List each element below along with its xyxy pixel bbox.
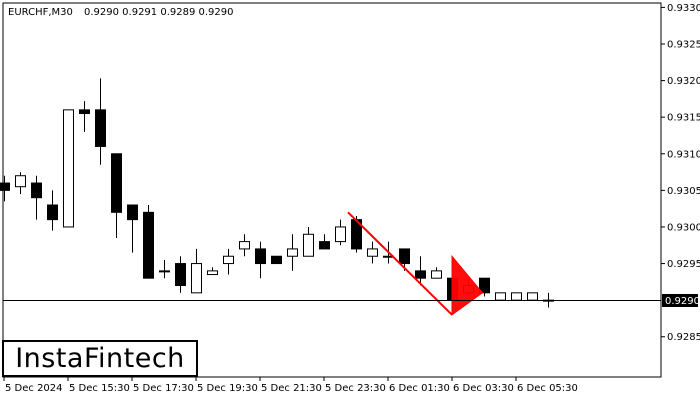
x-tick-label: 5 Dec 23:30 [325, 383, 386, 394]
candle [335, 219, 346, 246]
candle [303, 226, 314, 257]
x-tick-label: 5 Dec 2024 [5, 383, 63, 394]
current-price-label: 0.9290 [665, 296, 700, 307]
x-tick-label: 5 Dec 21:30 [261, 383, 322, 394]
candle [319, 234, 330, 250]
candle-body-bearish [79, 109, 90, 115]
candle-body-bearish [271, 255, 282, 265]
y-tick-label: 0.9305 [667, 186, 700, 197]
candle [431, 267, 442, 279]
candle-body-bearish [159, 270, 170, 273]
candle-body-bullish [303, 233, 314, 257]
candle-body-bearish [127, 204, 138, 221]
y-tick-label: 0.9330 [667, 3, 700, 14]
candle-body-bearish [479, 277, 490, 294]
candle [47, 190, 58, 231]
y-axis: 0.9330 0.9325 0.9320 0.9315 0.9310 0.9305 0.93… [661, 3, 700, 343]
candle [111, 153, 122, 238]
candle [143, 205, 154, 279]
pattern-pole-line [347, 211, 453, 316]
y-tick-label: 0.9320 [667, 76, 700, 87]
candle [207, 267, 218, 276]
candle [31, 175, 42, 220]
x-tick-label: 6 Dec 05:30 [517, 383, 578, 394]
y-tick-label: 0.9325 [667, 39, 700, 50]
x-tick-label: 6 Dec 03:30 [453, 383, 514, 394]
candle [495, 292, 506, 301]
x-tick-label: 6 Dec 01:30 [389, 383, 450, 394]
x-tick-label: 5 Dec 17:30 [133, 383, 194, 394]
candle-body-bullish [287, 248, 298, 257]
candle-body-bearish [255, 248, 266, 265]
candle-body-bearish [143, 211, 154, 279]
x-tick-label: 5 Dec 19:30 [197, 383, 258, 394]
candle-body-bullish [63, 109, 74, 228]
candle-body-bearish [95, 109, 106, 147]
candle-body-bearish [319, 241, 330, 250]
candle-body-bearish [31, 182, 42, 199]
candle [0, 175, 10, 202]
candle [15, 172, 26, 195]
candle-body-bullish [367, 248, 378, 257]
candle [271, 255, 282, 265]
candle [127, 204, 138, 253]
candle [239, 234, 250, 257]
candle [175, 256, 186, 293]
y-tick-label: 0.9310 [667, 149, 700, 160]
plot-frame [2, 2, 662, 378]
candle [479, 277, 490, 297]
y-tick-label: 0.9300 [667, 222, 700, 233]
candle-body-bullish [239, 241, 250, 250]
y-tick-label: 0.9285 [667, 332, 700, 343]
candle [191, 248, 202, 294]
candle-body-bearish [415, 270, 426, 279]
candle-body-bullish [335, 226, 346, 243]
chart-symbol: EURCHF,M30 [8, 7, 73, 18]
candle-body-bearish [0, 182, 10, 191]
candle-body-bullish [207, 270, 218, 276]
candle-body-bullish [527, 292, 538, 301]
candle [287, 234, 298, 271]
candle-body-bullish [223, 255, 234, 265]
candle-body-bearish [47, 204, 58, 221]
current-price-badge-bg [662, 294, 698, 307]
candle [511, 292, 522, 301]
instafintech-logo: InstaFintech [2, 340, 198, 377]
candle [63, 109, 74, 228]
candle [223, 248, 234, 275]
candle [255, 241, 266, 279]
candle-body-bullish [15, 175, 26, 188]
candle-body-bullish [495, 292, 506, 301]
candle-body-bearish [111, 153, 122, 213]
x-axis: 5 Dec 2024 5 Dec 15:30 5 Dec 17:30 5 Dec 19… [3, 377, 578, 394]
y-tick-label: 0.9315 [667, 113, 700, 124]
current-price-badge: 0.9290 [662, 294, 700, 307]
candle [527, 292, 538, 301]
candle-body-bullish [511, 292, 522, 301]
candle [415, 256, 426, 286]
candle-body-bearish [399, 248, 410, 265]
candle [95, 78, 106, 165]
candle [367, 241, 378, 264]
candle-body-bullish [431, 270, 442, 279]
logo-text: InstaFintech [15, 343, 185, 374]
x-tick-label: 5 Dec 15:30 [69, 383, 130, 394]
chart-ohlc: 0.9290 0.9291 0.9289 0.9290 [84, 7, 234, 18]
candle-body-bullish [191, 263, 202, 294]
candle [79, 101, 90, 132]
candle-body-bearish [175, 263, 186, 287]
candle [159, 259, 170, 279]
y-tick-label: 0.9295 [667, 259, 700, 270]
